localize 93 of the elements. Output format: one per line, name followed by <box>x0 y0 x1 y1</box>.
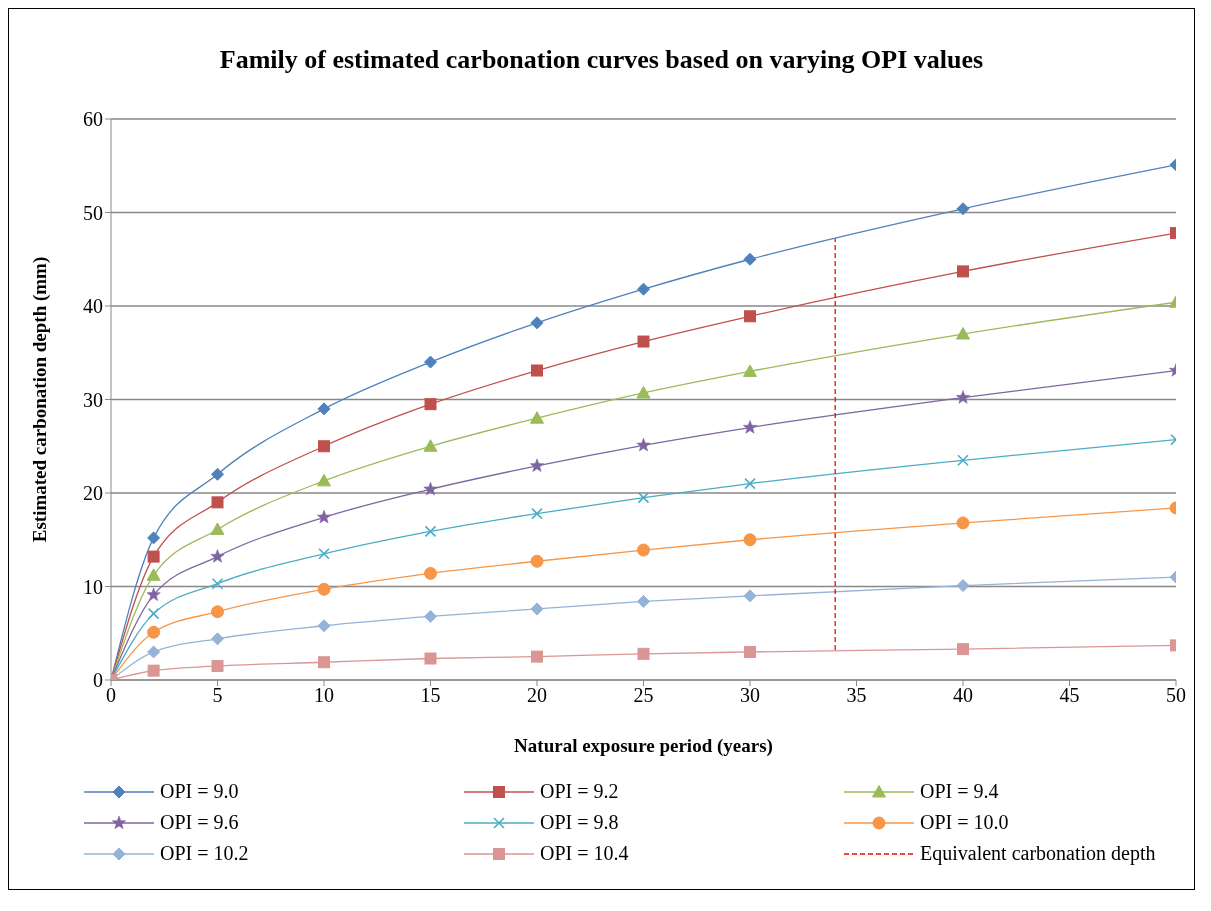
point <box>317 473 331 487</box>
x-tick-label: 20 <box>527 684 547 707</box>
y-tick-label: 40 <box>83 295 103 318</box>
x-axis-title: Natural exposure period (years) <box>514 735 773 757</box>
y-tick-label: 60 <box>83 108 103 131</box>
point <box>424 609 437 623</box>
point <box>318 547 330 560</box>
point <box>636 385 651 399</box>
point <box>531 507 543 520</box>
point <box>147 664 160 677</box>
point <box>318 656 330 669</box>
point <box>744 477 756 490</box>
x-tick-label: 40 <box>953 684 973 707</box>
point <box>424 566 437 580</box>
point <box>424 398 437 411</box>
y-tick-label: 0 <box>93 669 103 692</box>
x-tick-label: 5 <box>212 684 223 707</box>
point <box>211 577 224 590</box>
point <box>530 458 544 472</box>
legend-label: OPI = 9.8 <box>540 811 619 834</box>
point <box>530 316 544 330</box>
point <box>211 467 224 481</box>
point <box>743 364 757 377</box>
point <box>744 310 756 323</box>
x-tick-label: 30 <box>740 684 760 707</box>
point <box>317 619 331 633</box>
point <box>743 252 757 266</box>
point <box>211 659 224 672</box>
legend-label: OPI = 10.2 <box>160 842 249 865</box>
legend-label: OPI = 9.6 <box>160 811 239 834</box>
x-tick-label: 35 <box>846 684 867 707</box>
point <box>211 496 224 509</box>
point <box>530 602 544 616</box>
y-tick-label: 20 <box>83 482 103 505</box>
point <box>637 543 650 557</box>
y-tick-label: 50 <box>83 201 103 224</box>
point <box>424 355 437 369</box>
point <box>637 594 650 608</box>
y-axis-title: Estimated carbonation depth (mm) <box>28 256 51 543</box>
point <box>530 554 544 568</box>
point <box>956 516 970 530</box>
point <box>637 335 650 348</box>
point <box>423 439 438 452</box>
point <box>956 390 970 404</box>
point <box>637 282 650 296</box>
point <box>743 533 757 547</box>
point <box>743 420 757 434</box>
point <box>317 510 331 524</box>
legend-label: OPI = 10.4 <box>540 842 629 865</box>
point <box>318 440 330 453</box>
point <box>317 582 331 596</box>
point <box>210 522 225 535</box>
point <box>956 202 970 216</box>
point <box>957 643 969 656</box>
point <box>147 531 161 545</box>
x-tick-label: 50 <box>1166 684 1186 707</box>
y-tick-label: 10 <box>83 575 103 598</box>
point <box>637 647 650 660</box>
point <box>530 411 544 424</box>
point <box>531 650 543 663</box>
legend-label: OPI = 9.4 <box>920 780 999 803</box>
legend-label: OPI = 9.2 <box>540 780 619 803</box>
point <box>147 550 160 563</box>
point <box>531 364 543 377</box>
point <box>637 491 650 504</box>
point <box>210 549 225 563</box>
legend-label: Equivalent carbonation depth <box>920 842 1156 865</box>
point <box>147 607 160 620</box>
point <box>744 645 756 658</box>
point <box>146 587 161 601</box>
legend-label: OPI = 10.0 <box>920 811 1009 834</box>
point <box>424 525 437 538</box>
point <box>423 481 438 496</box>
point <box>211 605 224 619</box>
x-tick-label: 45 <box>1059 684 1080 707</box>
point <box>147 625 161 639</box>
point <box>211 632 224 646</box>
point <box>956 327 970 340</box>
x-tick-label: 10 <box>314 684 334 707</box>
point <box>636 438 651 452</box>
legend-label: OPI = 9.0 <box>160 780 239 803</box>
point <box>957 454 969 467</box>
chart-title: Family of estimated carbonation curves based on varying OPI values <box>218 45 985 76</box>
point <box>147 645 161 659</box>
point <box>956 579 970 593</box>
point <box>957 265 969 278</box>
point <box>146 568 161 581</box>
y-tick-label: 30 <box>83 388 103 411</box>
point <box>317 402 331 416</box>
x-tick-label: 25 <box>633 684 654 707</box>
point <box>743 589 757 603</box>
point <box>424 652 437 665</box>
x-tick-label: 15 <box>420 684 441 707</box>
